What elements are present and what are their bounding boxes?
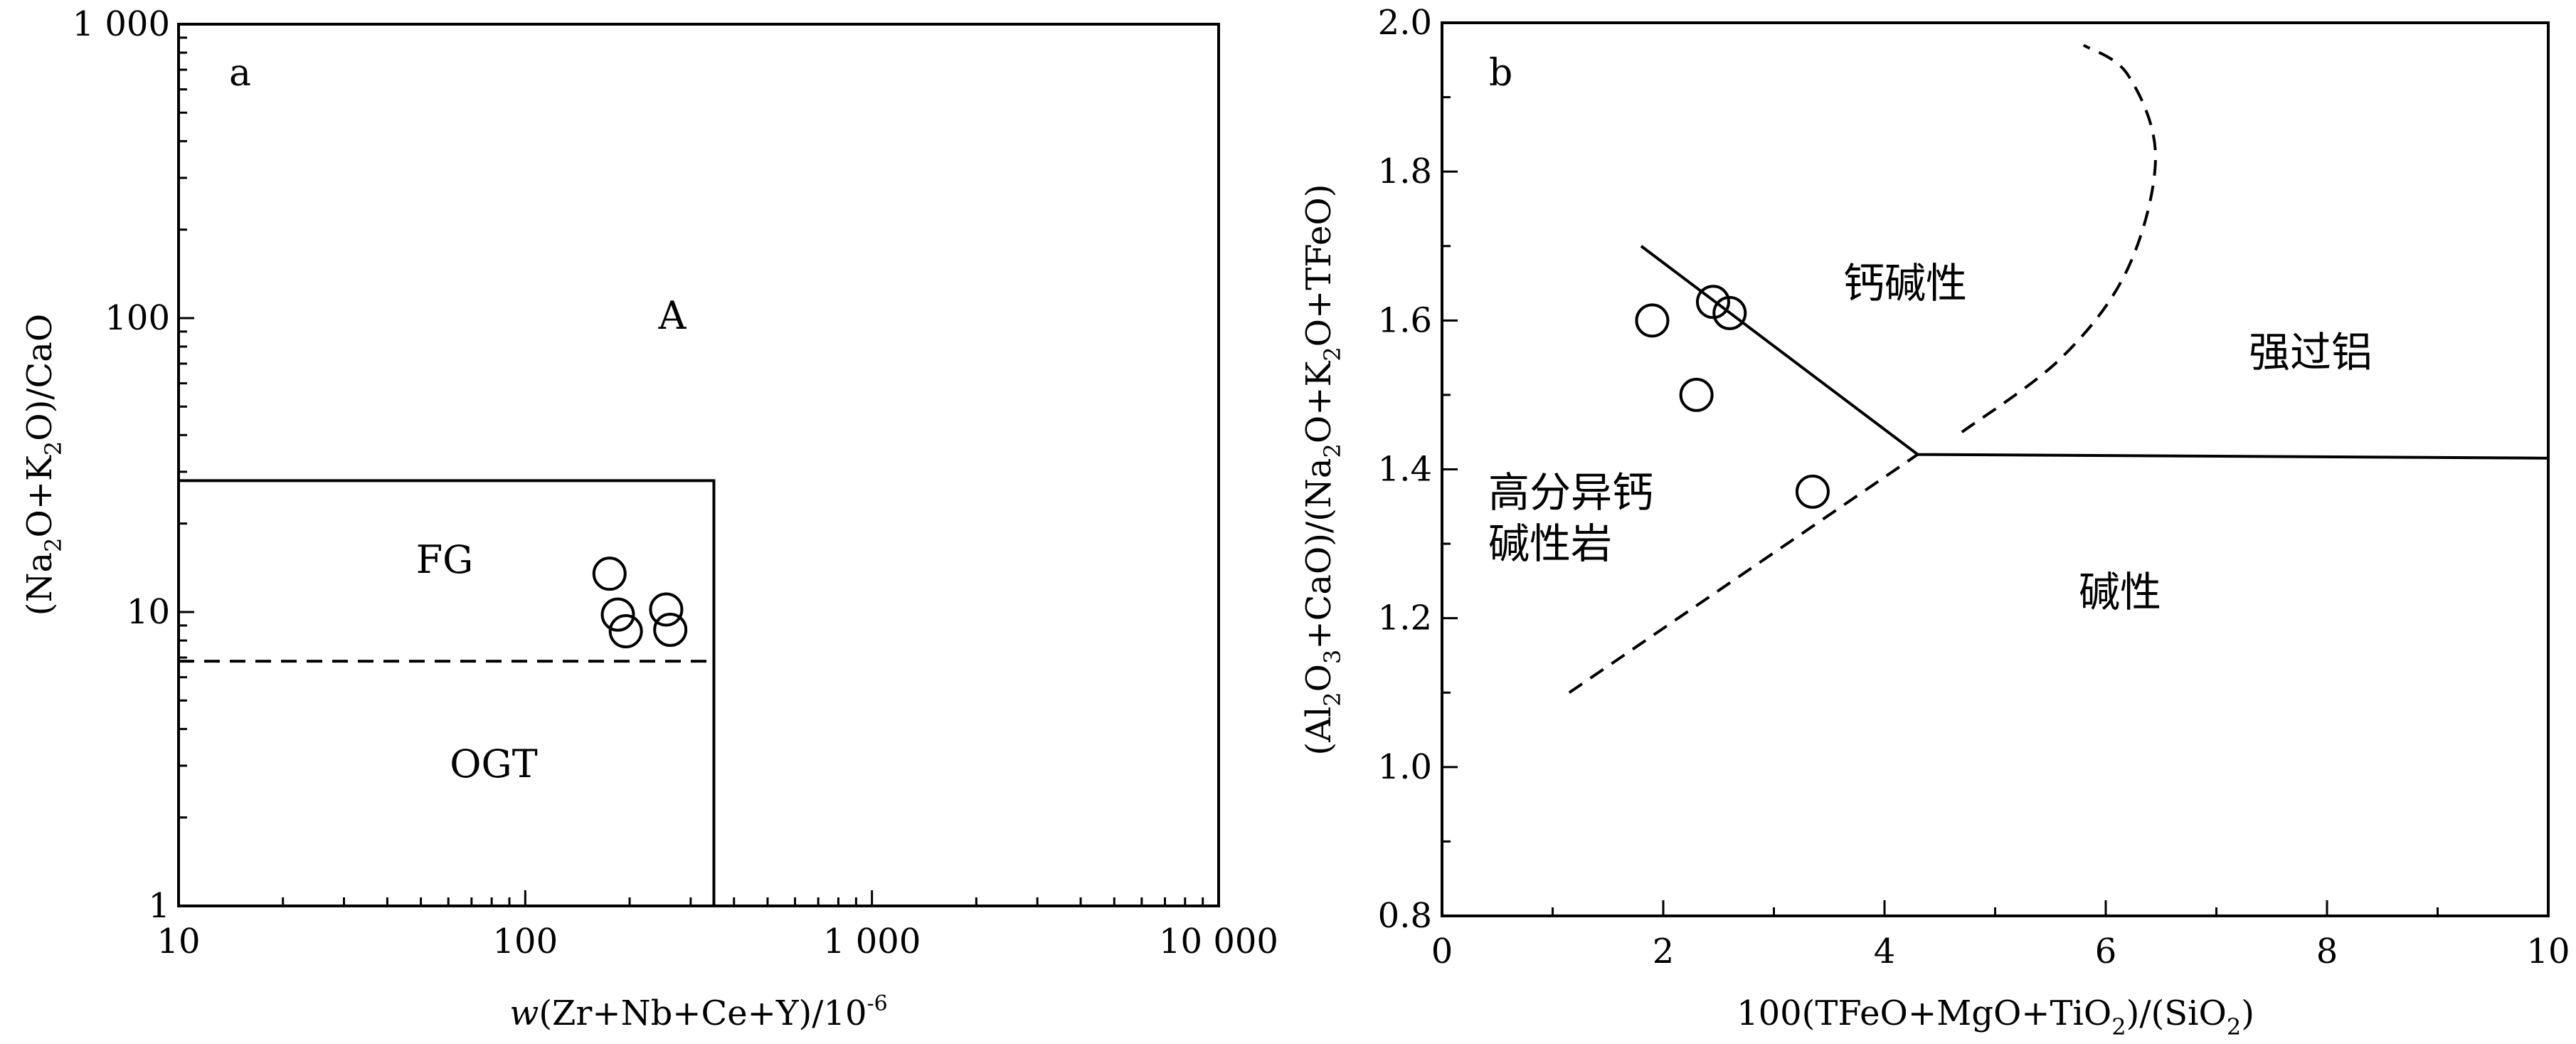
b-y-tick-label-4: 1.6 (1378, 300, 1432, 340)
b-ylabel-part-1: 2 (1319, 692, 1346, 706)
b-ylabel-part-7: 2 (1319, 347, 1346, 361)
a-y-tick-label-3: 1 000 (73, 4, 170, 44)
a-y-tick-label-1: 10 (127, 592, 170, 632)
a-x-tick-label-2: 1 000 (823, 922, 921, 961)
a-x-tick-label-0: 10 (157, 922, 200, 961)
panel-b-y-axis-title: (Al2O3+CaO)/(Na2O+K2O+TFeO) (1299, 184, 1346, 756)
a-ylabel-part-2: O+K (20, 455, 60, 538)
b-ylabel-part-8: O+TFeO) (1299, 184, 1339, 347)
b-boundary-0 (1640, 245, 2549, 460)
b-xlabel-part-4: ) (2241, 993, 2254, 1033)
panel-a-letter: a (229, 52, 251, 95)
b-x-tick-label-2: 4 (1874, 932, 1896, 971)
a-data-point-2 (608, 614, 643, 649)
b-x-tick-label-3: 6 (2095, 932, 2117, 971)
panel-a-points (592, 557, 688, 649)
b-y-tick-label-6: 2.0 (1378, 3, 1432, 43)
b-y-tick-label-2: 1.2 (1378, 599, 1432, 638)
panel-b-letter: b (1489, 52, 1512, 95)
a-xlabel-prefix: w (509, 993, 539, 1033)
b-ylabel-part-6: O+K (1299, 361, 1339, 444)
b-ylabel-part-3: 3 (1319, 650, 1346, 664)
b-boundary-2 (1961, 43, 2157, 433)
a-data-point-1 (600, 597, 635, 632)
a-xlabel-body: (Zr+Nb+Ce+Y)/10 (539, 993, 866, 1033)
region-label-a-1: FG (416, 537, 474, 582)
b-data-point-2 (1695, 285, 1730, 320)
panel-a-frame (177, 23, 1220, 907)
panel-b-x-axis-title: 100(TFeO+MgO+TiO2)/(SiO2) (1737, 993, 2254, 1040)
panel-b-ticks: 0 2 4 6 8 10 0.8 1.0 1.2 1.4 1.6 1.8 2.0 (1378, 3, 2570, 971)
b-boundary-1 (1568, 453, 1919, 694)
b-data-point-3 (1712, 295, 1747, 330)
panel-b-points (1635, 285, 1830, 509)
panel-b-boundaries (1568, 43, 2549, 694)
a-x-tick-label-1: 100 (493, 922, 558, 961)
a-xlabel-sup: -6 (867, 991, 888, 1016)
b-x-tick-label-5: 10 (2526, 932, 2570, 971)
b-y-tick-label-0: 0.8 (1378, 896, 1432, 936)
b-xlabel-part-2: )/(SiO (2126, 993, 2227, 1033)
region-label-b-2: 高分异钙 (1488, 468, 1653, 517)
b-ylabel-part-4: +CaO)/(Na (1299, 458, 1339, 649)
panel-b: 0 2 4 6 8 10 0.8 1.0 1.2 1.4 1.6 1.8 2.0 b 钙碱性 强过铝 高… (1299, 3, 2570, 1040)
a-ylabel-part-4: O)/CaO (20, 314, 60, 441)
a-ylabel-part-3: 2 (40, 441, 67, 455)
b-x-tick-label-1: 2 (1653, 932, 1675, 971)
a-boundary-0 (179, 479, 716, 906)
region-label-a-2: OGT (450, 742, 537, 786)
panel-a-y-axis-title: (Na2O+K2O)/CaO (20, 314, 67, 616)
b-xlabel-part-1: 2 (2111, 1013, 2126, 1040)
b-data-point-0 (1635, 303, 1670, 338)
b-ylabel-part-0: (Al (1299, 707, 1339, 756)
b-xlabel-part-3: 2 (2227, 1013, 2241, 1040)
region-label-b-3: 碱性岩 (1488, 520, 1612, 568)
b-x-tick-label-4: 8 (2316, 932, 2338, 971)
panel-a-x-axis-title: w(Zr+Nb+Ce+Y)/10-6 (509, 991, 888, 1033)
a-data-point-0 (592, 557, 627, 591)
a-data-point-4 (653, 612, 688, 647)
region-label-a-0: A (658, 293, 687, 338)
b-data-point-1 (1679, 377, 1714, 412)
region-label-b-0: 钙碱性 (1843, 259, 1967, 307)
a-x-tick-label-3: 10 000 (1159, 922, 1278, 961)
b-x-tick-label-0: 0 (1431, 932, 1453, 971)
a-y-tick-label-0: 1 (148, 886, 170, 926)
region-label-b-1: 强过铝 (2249, 328, 2373, 376)
b-ylabel-part-2: O (1299, 664, 1339, 692)
b-ylabel-part-5: 2 (1319, 443, 1346, 458)
b-y-tick-label-5: 1.8 (1378, 152, 1432, 191)
b-y-tick-label-1: 1.0 (1378, 747, 1432, 787)
b-data-point-4 (1795, 474, 1830, 509)
a-y-tick-label-2: 100 (105, 298, 170, 338)
panel-a-boundaries (179, 479, 716, 906)
a-data-point-3 (649, 592, 684, 627)
a-ylabel-part-1: 2 (40, 538, 67, 552)
b-y-tick-label-3: 1.4 (1378, 450, 1432, 490)
region-label-b-4: 碱性 (2079, 568, 2161, 616)
a-ylabel-part-0: (Na (20, 552, 60, 616)
b-xlabel-part-0: 100(TFeO+MgO+TiO (1737, 993, 2111, 1033)
